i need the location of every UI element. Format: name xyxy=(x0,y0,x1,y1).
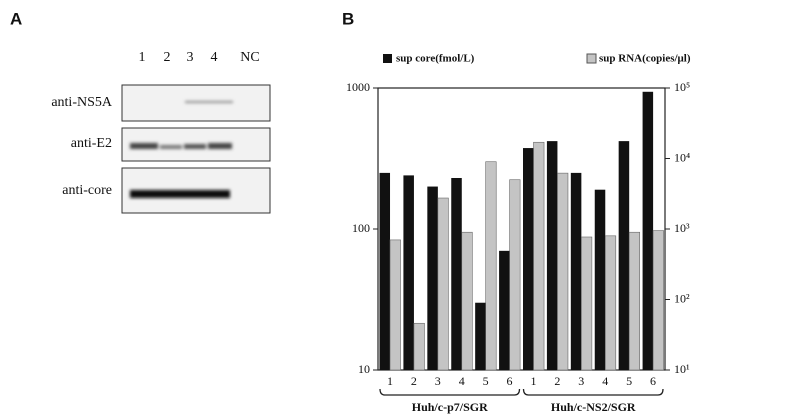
bar xyxy=(571,173,582,370)
bar xyxy=(619,141,630,370)
x-tick-label: 6 xyxy=(507,374,513,388)
band xyxy=(208,143,232,149)
y-tick-label: 10 xyxy=(358,362,370,376)
x-tick-label: 5 xyxy=(626,374,632,388)
blot-label: anti-E2 xyxy=(71,136,112,151)
blot-label: anti-NS5A xyxy=(51,95,113,110)
figure: A 1 2 3 4 NC anti-NS5A anti-E2 anti-core… xyxy=(0,0,790,416)
legend-label: sup core(fmol/L) xyxy=(396,53,475,65)
panel-label: B xyxy=(342,9,354,28)
band xyxy=(184,144,206,149)
lane-label: 4 xyxy=(211,50,218,65)
x-tick-label: 1 xyxy=(387,374,393,388)
bar xyxy=(510,180,521,370)
lane-label: 3 xyxy=(187,50,194,65)
bar xyxy=(486,162,497,370)
legend-label: sup RNA(copies/μl) xyxy=(599,53,691,65)
group-label: Huh/c-p7/SGR xyxy=(412,400,488,414)
bar xyxy=(390,240,401,370)
x-tick-label: 4 xyxy=(602,374,608,388)
x-tick-label: 3 xyxy=(578,374,584,388)
lane-label: 2 xyxy=(164,50,171,65)
legend-swatch xyxy=(383,54,392,63)
x-tick-label: 2 xyxy=(554,374,560,388)
x-tick-label: 4 xyxy=(459,374,465,388)
bar xyxy=(438,198,449,370)
band xyxy=(160,145,182,149)
panel-label: A xyxy=(10,9,22,28)
lane-label: NC xyxy=(240,50,259,65)
bar xyxy=(523,148,534,370)
legend-swatch xyxy=(587,54,596,63)
bar xyxy=(451,178,462,370)
bar xyxy=(475,303,486,370)
blot-label: anti-core xyxy=(62,183,112,198)
bar xyxy=(653,231,664,370)
bar xyxy=(629,232,640,370)
x-tick-label: 6 xyxy=(650,374,656,388)
y-tick-label: 100 xyxy=(352,221,370,235)
x-tick-label: 2 xyxy=(411,374,417,388)
y2-tick-label: 10⁴ xyxy=(674,150,690,164)
bar xyxy=(581,237,592,370)
x-tick-label: 1 xyxy=(530,374,536,388)
lane-label: 1 xyxy=(139,50,146,65)
bar xyxy=(534,142,545,370)
bar xyxy=(380,173,391,370)
bar xyxy=(557,173,568,370)
bar xyxy=(605,236,616,370)
y-tick-label: 1000 xyxy=(346,80,370,94)
bar xyxy=(643,92,654,370)
bar xyxy=(414,323,425,370)
bar xyxy=(499,251,510,370)
group-label: Huh/c-NS2/SGR xyxy=(551,400,636,414)
band xyxy=(130,190,230,198)
y2-tick-label: 10² xyxy=(674,291,690,305)
x-tick-label: 3 xyxy=(435,374,441,388)
band xyxy=(130,143,158,149)
bar xyxy=(403,175,414,370)
y2-tick-label: 10⁵ xyxy=(674,80,690,94)
bar xyxy=(595,190,606,370)
bar xyxy=(462,232,473,370)
band xyxy=(185,101,233,103)
x-tick-label: 5 xyxy=(483,374,489,388)
bar xyxy=(427,187,438,370)
bar xyxy=(547,141,558,370)
y2-tick-label: 10¹ xyxy=(674,362,690,376)
y2-tick-label: 10³ xyxy=(674,221,690,235)
